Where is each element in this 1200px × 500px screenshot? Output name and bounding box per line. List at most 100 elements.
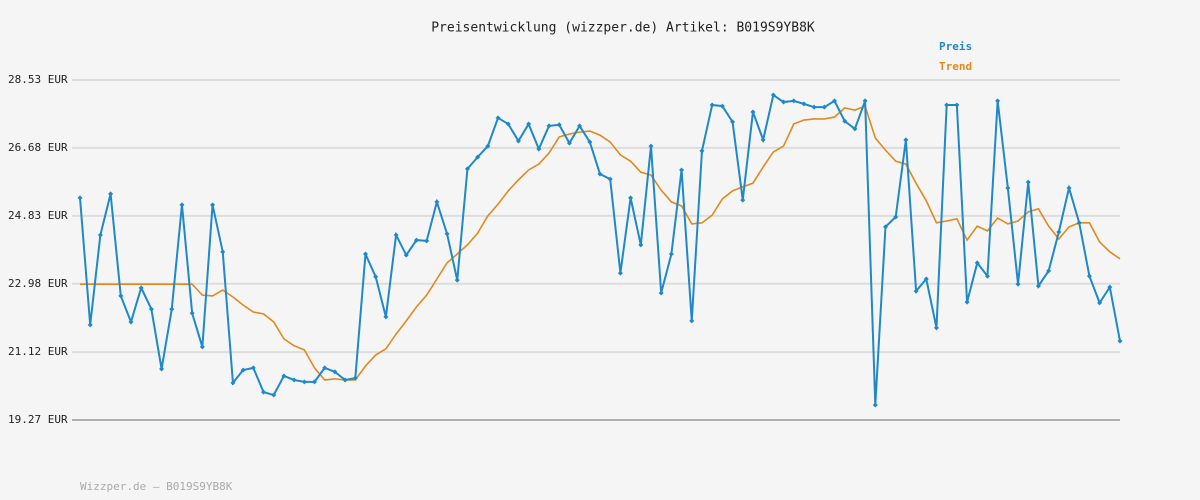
- marker: [832, 98, 838, 104]
- marker: [954, 102, 960, 108]
- marker: [403, 252, 409, 258]
- marker: [1025, 179, 1031, 185]
- marker: [1005, 185, 1011, 191]
- marker: [872, 402, 878, 408]
- marker: [587, 139, 593, 145]
- marker: [913, 288, 919, 294]
- marker: [556, 122, 562, 128]
- marker: [1076, 220, 1082, 226]
- marker: [1066, 185, 1072, 191]
- marker: [648, 143, 654, 149]
- marker: [291, 377, 297, 383]
- marker: [159, 366, 165, 372]
- marker: [495, 115, 501, 121]
- marker: [679, 167, 685, 173]
- marker: [689, 318, 695, 324]
- legend-label: Preis: [939, 40, 972, 53]
- marker: [148, 306, 154, 312]
- y-tick-label: 24.83 EUR: [8, 209, 68, 222]
- marker: [261, 389, 267, 395]
- marker: [475, 154, 481, 160]
- chart-title: Preisentwicklung (wizzper.de) Artikel: B…: [431, 21, 815, 36]
- marker: [1117, 338, 1123, 344]
- marker: [312, 379, 318, 385]
- marker: [250, 365, 256, 371]
- marker: [668, 251, 674, 257]
- legend-label: Trend: [939, 60, 972, 73]
- marker: [801, 101, 807, 107]
- marker: [210, 202, 216, 208]
- marker: [434, 199, 440, 205]
- marker: [719, 103, 725, 109]
- marker: [658, 290, 664, 296]
- marker: [577, 123, 583, 129]
- marker: [352, 375, 358, 381]
- marker: [781, 99, 787, 105]
- marker: [220, 249, 226, 255]
- marker: [852, 126, 858, 132]
- y-tick-label: 21.12 EUR: [8, 345, 68, 358]
- marker: [505, 121, 511, 127]
- marker: [169, 306, 175, 312]
- marker: [240, 367, 246, 373]
- marker: [933, 325, 939, 331]
- marker: [179, 202, 185, 208]
- footer: Wizzper.de – B019S9YB8K: [80, 480, 233, 493]
- marker: [373, 274, 379, 280]
- marker: [566, 140, 572, 146]
- marker: [597, 171, 603, 177]
- marker: [699, 148, 705, 154]
- marker: [526, 121, 532, 127]
- marker: [1035, 283, 1041, 289]
- marker: [383, 314, 389, 320]
- marker: [77, 195, 83, 201]
- marker: [607, 176, 613, 182]
- marker: [811, 104, 817, 110]
- marker: [882, 224, 888, 230]
- marker: [1086, 273, 1092, 279]
- marker: [271, 392, 277, 398]
- marker: [923, 276, 929, 282]
- marker: [740, 197, 746, 203]
- marker: [108, 191, 114, 197]
- marker: [424, 238, 430, 244]
- marker: [138, 285, 144, 291]
- marker: [628, 195, 634, 201]
- marker: [1056, 229, 1062, 235]
- y-tick-label: 26.68 EUR: [8, 141, 68, 154]
- marker: [944, 102, 950, 108]
- marker: [638, 242, 644, 248]
- marker: [1097, 300, 1103, 306]
- line: [80, 105, 1121, 381]
- marker: [322, 365, 328, 371]
- marker: [995, 98, 1001, 104]
- marker: [97, 232, 103, 238]
- marker: [332, 369, 338, 375]
- y-tick-label: 19.27 EUR: [8, 413, 68, 426]
- marker: [791, 98, 797, 104]
- marker: [128, 319, 134, 325]
- marker: [709, 102, 715, 108]
- marker: [821, 104, 827, 110]
- marker: [1046, 268, 1052, 274]
- marker: [118, 293, 124, 299]
- marker: [87, 322, 93, 328]
- marker: [413, 237, 419, 243]
- marker: [444, 231, 450, 237]
- marker: [189, 310, 195, 316]
- marker: [862, 98, 868, 104]
- marker: [464, 166, 470, 172]
- marker: [393, 232, 399, 238]
- marker: [974, 260, 980, 266]
- marker: [750, 109, 756, 115]
- marker: [515, 138, 521, 144]
- marker: [281, 373, 287, 379]
- marker: [536, 146, 542, 152]
- marker: [342, 377, 348, 383]
- marker: [893, 214, 899, 220]
- marker: [903, 137, 909, 143]
- marker: [760, 137, 766, 143]
